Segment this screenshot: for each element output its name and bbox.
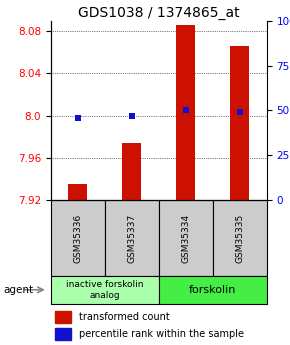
Bar	[213, 200, 267, 276]
Text: transformed count: transformed count	[79, 312, 170, 322]
Text: GSM35334: GSM35334	[181, 214, 190, 263]
Text: GSM35335: GSM35335	[235, 214, 244, 263]
Bar	[51, 276, 159, 304]
Text: percentile rank within the sample: percentile rank within the sample	[79, 329, 244, 339]
Text: GSM35336: GSM35336	[73, 214, 82, 263]
Bar	[122, 143, 141, 200]
Text: inactive forskolin
analog: inactive forskolin analog	[66, 280, 144, 299]
Text: agent: agent	[3, 285, 33, 295]
Bar	[159, 200, 213, 276]
Bar	[55, 310, 71, 323]
Bar	[55, 328, 71, 340]
Bar	[68, 184, 87, 200]
Bar	[159, 276, 267, 304]
Text: GSM35337: GSM35337	[127, 214, 136, 263]
Text: forskolin: forskolin	[189, 285, 236, 295]
Title: GDS1038 / 1374865_at: GDS1038 / 1374865_at	[78, 6, 240, 20]
Bar	[230, 46, 249, 200]
Bar	[176, 25, 195, 200]
Bar	[51, 200, 105, 276]
Bar	[105, 200, 159, 276]
